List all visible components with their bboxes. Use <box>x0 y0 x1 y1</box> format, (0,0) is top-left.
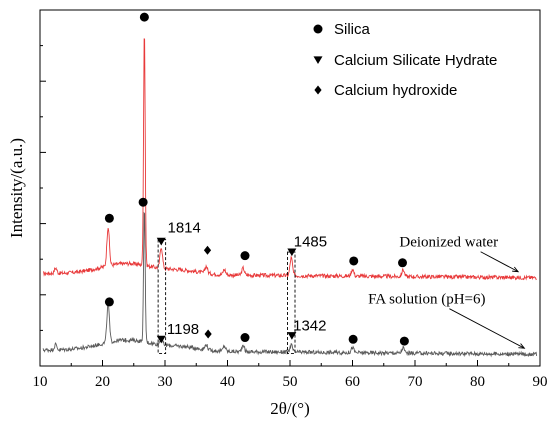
silica-marker <box>398 258 407 268</box>
arrow-head <box>518 343 526 349</box>
silica-marker <box>240 333 250 343</box>
phase-markers <box>104 12 409 346</box>
silica-marker <box>348 334 358 344</box>
peak-annotation: 1198 <box>167 321 199 338</box>
silica-marker <box>313 24 323 34</box>
silica-marker <box>349 256 359 266</box>
highlight-box <box>157 239 167 354</box>
series-line <box>43 38 537 281</box>
x-tick-label: 80 <box>470 374 485 390</box>
csh-marker <box>287 248 297 257</box>
silica-marker <box>104 213 114 223</box>
csh-marker <box>287 332 297 340</box>
series-label: Deionized water <box>399 235 498 251</box>
csh-marker <box>313 56 323 65</box>
x-tick-label: 20 <box>95 374 110 390</box>
x-tick-label: 70 <box>408 374 423 390</box>
legend-label: Calcium hydroxide <box>334 82 457 99</box>
silica-marker <box>240 251 250 261</box>
x-tick-label: 60 <box>345 374 360 390</box>
peak-annotation: 1814 <box>168 220 201 237</box>
peak-annotation: 1342 <box>293 317 326 334</box>
x-tick-label: 40 <box>220 374 235 390</box>
x-tick-label: 90 <box>533 374 548 390</box>
silica-marker <box>138 197 148 207</box>
silica-marker <box>399 336 409 346</box>
highlight-boxes <box>157 239 296 354</box>
legend-label: Calcium Silicate Hydrate <box>334 52 497 69</box>
calcium-hydroxide-marker <box>203 245 212 255</box>
series-line <box>42 211 538 358</box>
x-tick-label: 50 <box>283 374 298 390</box>
series-labels: Deionized water FA solution (pH=6) <box>368 235 526 349</box>
legend-label: Silica <box>334 21 371 38</box>
series-label: FA solution (pH=6) <box>368 292 485 308</box>
x-tick-label: 30 <box>158 374 173 390</box>
calcium-hydroxide-marker <box>314 85 322 95</box>
csh-marker <box>156 335 166 344</box>
series-label-arrow <box>449 308 525 349</box>
silica-marker <box>139 12 149 22</box>
peak-annotations: 1814 1485 1198 1342 <box>167 220 327 338</box>
x-tick-labels: 10 20 30 40 50 60 70 80 90 <box>33 374 548 390</box>
axis-ticks <box>39 45 541 366</box>
arrow-head <box>512 266 520 273</box>
series-lines <box>42 38 538 358</box>
legend: Silica Calcium Silicate Hydrate Calcium hy… <box>313 21 497 99</box>
peak-annotation: 1485 <box>294 234 327 251</box>
csh-marker <box>156 237 166 246</box>
highlight-box <box>287 251 296 354</box>
x-axis-title: 2θ/(°) <box>270 399 310 418</box>
y-axis-title: Intensity/(a.u.) <box>7 138 26 238</box>
series-label-arrow <box>480 251 519 273</box>
x-tick-label: 10 <box>33 374 48 390</box>
calcium-hydroxide-marker <box>204 329 212 339</box>
silica-marker <box>104 297 114 307</box>
